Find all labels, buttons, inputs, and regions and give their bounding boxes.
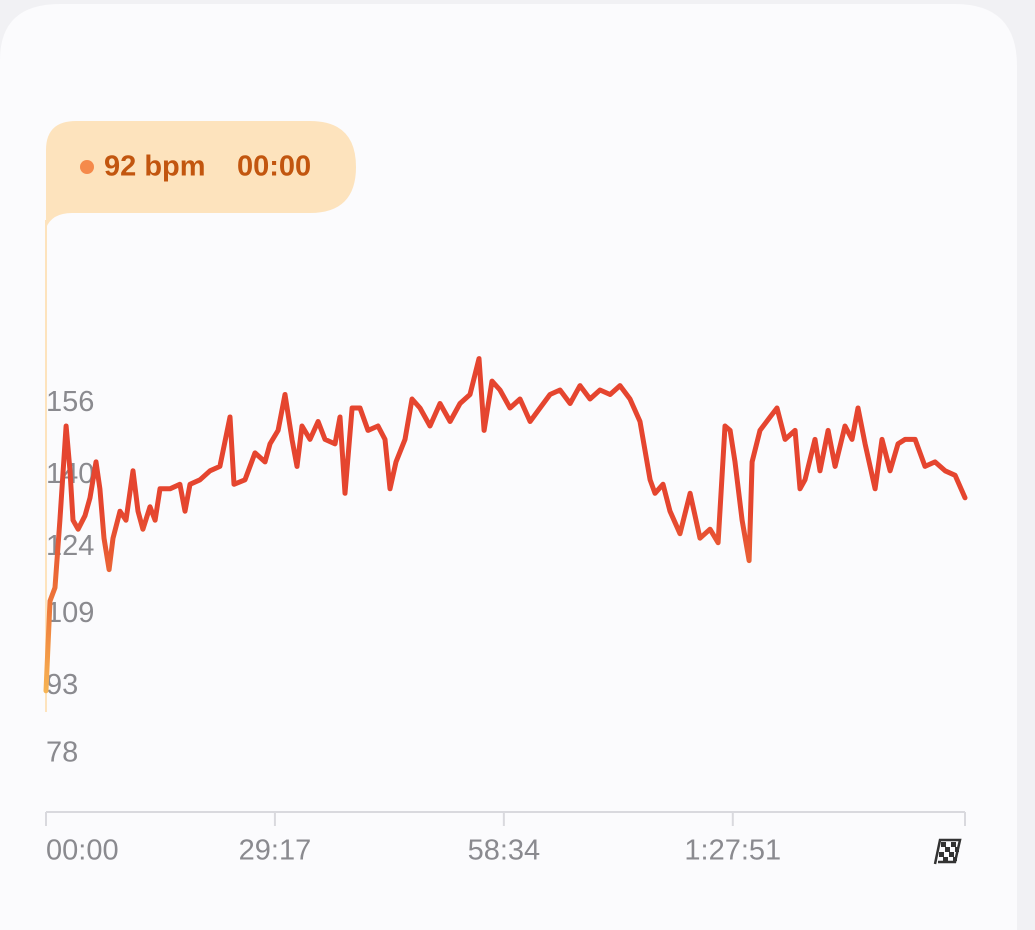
y-tick-label: 124 <box>46 530 94 562</box>
y-tick-label: 156 <box>46 386 94 418</box>
y-tick-label: 109 <box>46 597 94 629</box>
tooltip-dot <box>80 160 94 174</box>
x-tick-label: 29:17 <box>239 835 312 867</box>
x-tick-label: 00:00 <box>46 835 119 867</box>
tooltip: 92 bpm 00:00 <box>46 121 356 228</box>
heart-rate-line <box>43 356 968 694</box>
x-tick-label: 1:27:51 <box>684 835 781 867</box>
y-tick-label: 93 <box>46 669 78 701</box>
tooltip-value: 92 bpm <box>104 151 206 183</box>
tooltip-time: 00:00 <box>237 151 311 183</box>
card <box>0 4 1017 930</box>
x-tick-label: 58:34 <box>468 835 541 867</box>
finish-flag <box>933 838 962 865</box>
y-tick-label: 78 <box>46 736 78 768</box>
tooltip-bubble <box>46 121 356 228</box>
